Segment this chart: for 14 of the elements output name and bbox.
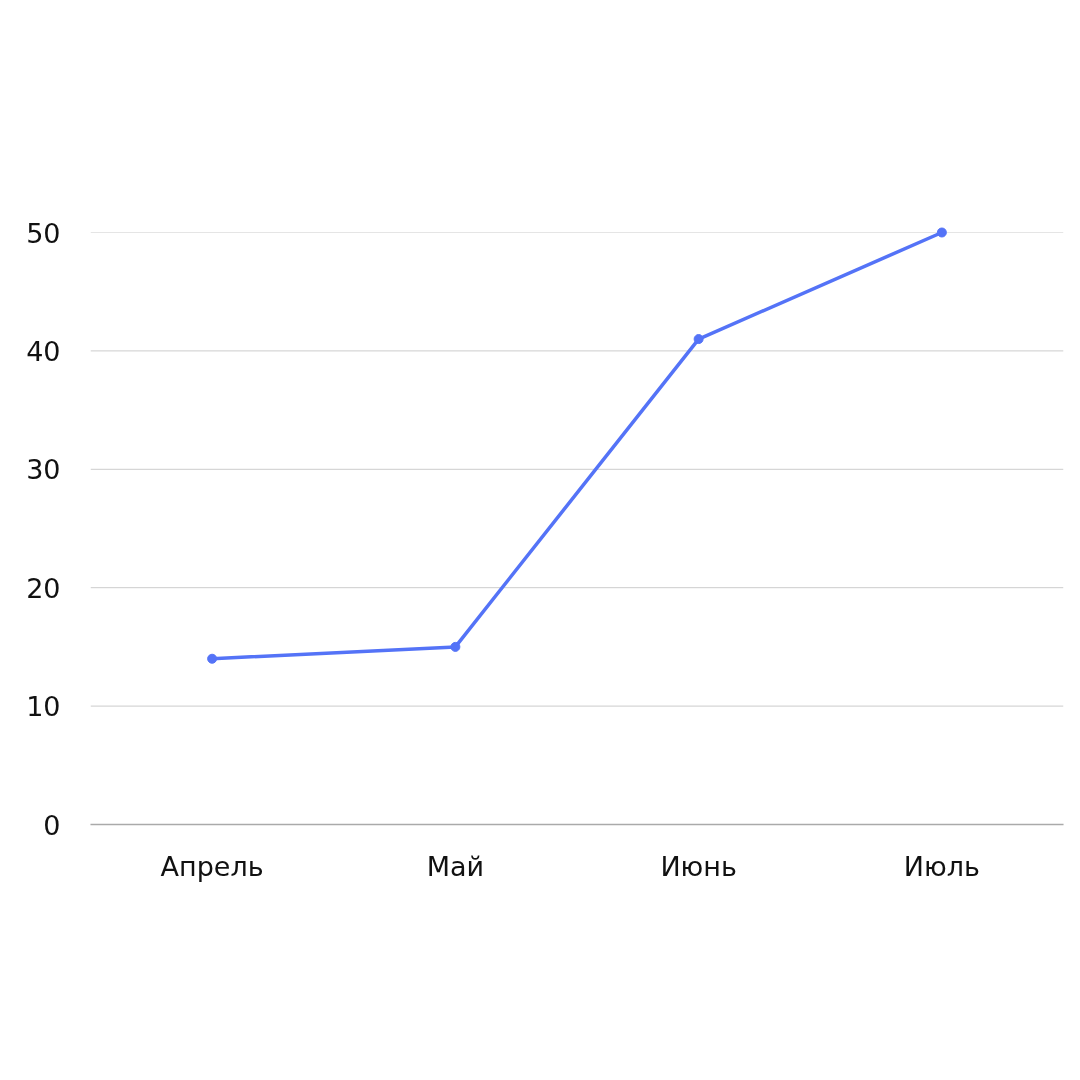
x-tick-label: Май [426, 850, 485, 882]
x-tick-label: Июль [903, 850, 980, 882]
y-tick-label: 40 [26, 335, 61, 367]
y-tick-label: 30 [26, 454, 61, 486]
y-tick-label: 10 [26, 691, 61, 723]
y-tick-label: 20 [26, 572, 61, 604]
y-tick-label: 0 [43, 809, 61, 841]
point [207, 653, 218, 664]
point [936, 227, 947, 238]
point [450, 641, 461, 652]
x-tick-label: Июнь [660, 850, 737, 882]
y-tick-label: 50 [26, 217, 61, 249]
point [693, 334, 704, 345]
x-tick-label: Апрель [160, 850, 264, 882]
